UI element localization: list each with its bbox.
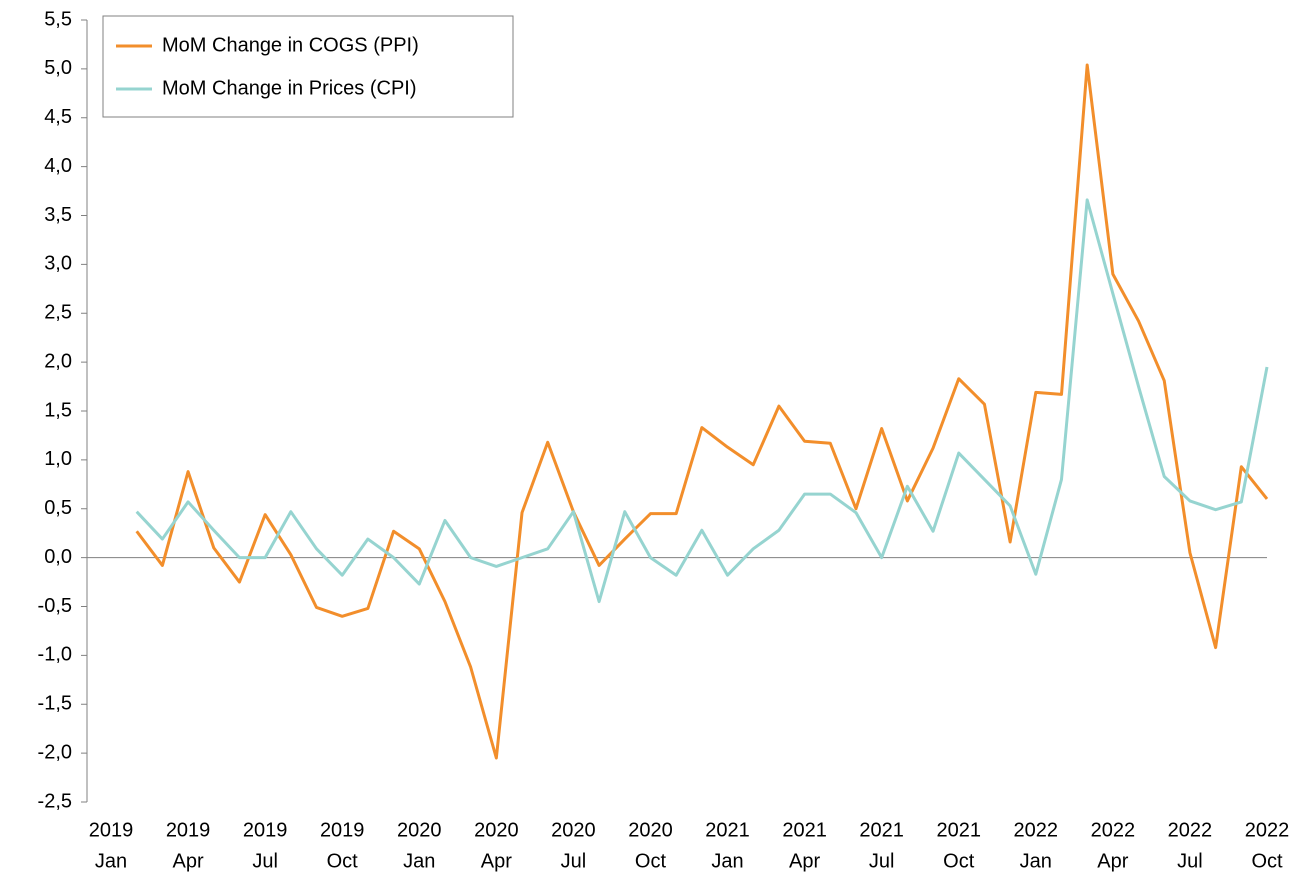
x-tick-label: Apr <box>1097 850 1128 872</box>
x-tick-label: Apr <box>173 850 204 872</box>
x-tick-label: 2019 <box>89 819 134 841</box>
x-tick-label: 2022 <box>1168 819 1213 841</box>
x-tick-label: 2020 <box>474 819 519 841</box>
y-tick-label: -2,5 <box>38 790 72 812</box>
x-tick-label: 2020 <box>628 819 673 841</box>
series-line <box>135 63 1269 760</box>
y-tick-label: 1,5 <box>44 399 72 421</box>
y-tick-label: 0,0 <box>44 546 72 568</box>
x-tick-label: Jul <box>1177 850 1203 872</box>
x-tick-label: 2022 <box>1014 819 1059 841</box>
y-tick-label: 5,0 <box>44 57 72 79</box>
x-tick-label: Oct <box>635 850 667 872</box>
y-tick-label: 0,5 <box>44 497 72 519</box>
x-tick-label: Apr <box>481 850 512 872</box>
x-tick-label: Jan <box>95 850 127 872</box>
y-tick-label: -1,5 <box>38 693 72 715</box>
x-tick-label: Oct <box>943 850 975 872</box>
x-tick-label: 2019 <box>243 819 288 841</box>
y-tick-label: -0,5 <box>38 595 72 617</box>
legend-label: MoM Change in Prices (CPI) <box>162 77 417 99</box>
series-line <box>135 198 1269 604</box>
y-tick-label: 3,5 <box>44 204 72 226</box>
x-tick-label: 2020 <box>397 819 442 841</box>
legend: MoM Change in COGS (PPI) MoM Change in Pr… <box>102 15 514 118</box>
y-tick-label: 4,5 <box>44 106 72 128</box>
x-tick-label: 2020 <box>551 819 596 841</box>
x-tick-label: Jan <box>711 850 743 872</box>
y-tick-label: 1,0 <box>44 448 72 470</box>
y-tick-label: 4,0 <box>44 155 72 177</box>
x-tick-label: 2021 <box>782 819 827 841</box>
x-tick-label: 2021 <box>936 819 981 841</box>
legend-label: MoM Change in COGS (PPI) <box>162 34 419 56</box>
x-tick-label: Apr <box>789 850 820 872</box>
x-tick-label: 2021 <box>705 819 750 841</box>
x-tick-label: Oct <box>327 850 359 872</box>
x-tick-label: Oct <box>1251 850 1283 872</box>
x-tick-label: Jan <box>403 850 435 872</box>
x-tick-label: Jul <box>252 850 278 872</box>
y-tick-label: 2,0 <box>44 350 72 372</box>
x-tick-label: Jul <box>869 850 895 872</box>
x-tick-label: Jan <box>1020 850 1052 872</box>
x-tick-label: 2021 <box>859 819 904 841</box>
y-tick-label: -1,0 <box>38 644 72 666</box>
legend-box <box>102 15 514 118</box>
y-tick-label: -2,0 <box>38 741 72 763</box>
x-tick-label: 2022 <box>1091 819 1136 841</box>
x-tick-label: 2019 <box>320 819 365 841</box>
x-tick-label: Jul <box>561 850 587 872</box>
x-tick-label: 2019 <box>166 819 211 841</box>
x-tick-label: 2022 <box>1245 819 1290 841</box>
y-tick-label: 5,5 <box>44 8 72 30</box>
y-tick-label: 2,5 <box>44 302 72 324</box>
y-tick-label: 3,0 <box>44 253 72 275</box>
